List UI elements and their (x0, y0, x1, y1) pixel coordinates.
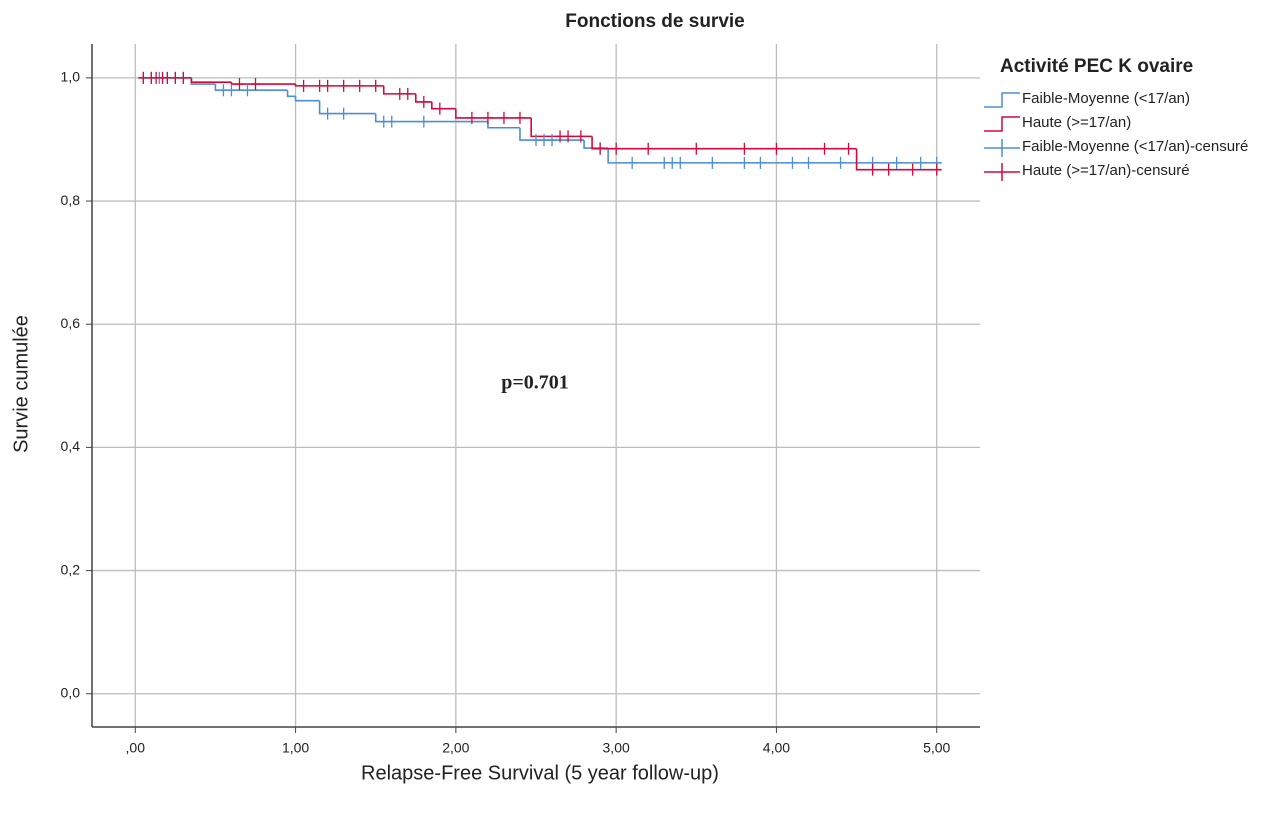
censor-mark (250, 78, 261, 91)
censor-mark (322, 107, 333, 120)
legend-label: Faible-Moyenne (<17/an) (1022, 90, 1191, 107)
censor-mark (803, 156, 814, 169)
censor-mark (883, 163, 894, 176)
survival-step (591, 136, 857, 150)
y-tick-label: 1,0 (61, 69, 81, 85)
censor-mark (707, 156, 718, 169)
censor-mark (643, 142, 654, 155)
censor-mark (739, 156, 750, 169)
censor-mark (547, 134, 558, 147)
survival-step (583, 140, 609, 149)
censor-mark (466, 111, 477, 124)
x-tick-label: 3,00 (603, 740, 630, 756)
legend-symbol (984, 92, 1020, 108)
survival-step (519, 127, 585, 141)
survival-step (318, 100, 376, 115)
censor-mark (226, 84, 237, 97)
legend-swatch (984, 163, 1020, 181)
censor-mark (931, 163, 942, 176)
censor-mark (234, 78, 245, 91)
censor-mark (627, 156, 638, 169)
censor-mark (242, 84, 253, 97)
censor-mark (322, 79, 333, 92)
survival-step (286, 90, 296, 98)
survival-step (190, 77, 232, 83)
censor-mark (611, 142, 622, 155)
censor-mark (575, 130, 586, 143)
x-tick-label: 4,00 (763, 740, 790, 756)
legend: Activité PEC K ovaire Faible-Moyenne (<1… (982, 56, 1272, 186)
y-axis-label: Survie cumulée (10, 315, 32, 453)
censor-mark (418, 115, 429, 128)
censor-mark (498, 111, 509, 124)
survival-step (294, 96, 320, 102)
y-tick-label: 0,8 (61, 192, 81, 208)
x-axis-label: Relapse-Free Survival (5 year follow-up) (361, 762, 719, 784)
censor-mark (819, 142, 830, 155)
legend-item: Faible-Moyenne (<17/an)-censuré (982, 138, 1272, 158)
censor-mark (755, 156, 766, 169)
legend-title: Activité PEC K ovaire (1000, 56, 1194, 77)
survival-step (374, 113, 488, 123)
censor-mark (482, 111, 493, 124)
survival-step (607, 148, 942, 164)
legend-item: Haute (>=17/an)-censuré (982, 162, 1272, 182)
legend-symbol (984, 163, 1020, 181)
censor-mark (386, 115, 397, 128)
survival-step (855, 148, 942, 171)
censor-mark (691, 142, 702, 155)
survival-step (190, 77, 216, 85)
y-tick-label: 0,6 (61, 315, 81, 331)
x-tick-label: ,00 (126, 740, 146, 756)
censor-mark (178, 71, 189, 84)
survival-step (431, 101, 456, 110)
legend-item: Faible-Moyenne (<17/an) (982, 90, 1272, 110)
chart-title: Fonctions de survie (565, 11, 744, 32)
legend-item: Haute (>=17/an) (982, 114, 1272, 134)
legend-symbol (984, 116, 1020, 132)
x-tick-label: 5,00 (923, 740, 950, 756)
censor-mark (675, 156, 686, 169)
y-tick-label: 0,0 (61, 684, 81, 700)
censor-mark (891, 156, 902, 169)
censor-mark (434, 102, 445, 115)
legend-label: Haute (>=17/an) (1022, 114, 1132, 131)
legend-swatch (984, 116, 1020, 132)
censor-mark (370, 79, 381, 92)
legend-label: Faible-Moyenne (<17/an)-censuré (1022, 138, 1249, 155)
censor-mark (787, 156, 798, 169)
survival-step (230, 82, 296, 85)
censor-mark (514, 111, 525, 124)
censor-mark (338, 79, 349, 92)
annotation: p=0.701 (501, 372, 569, 394)
censor-mark (595, 142, 606, 155)
y-tick-label: 0,2 (61, 561, 81, 577)
censor-mark (843, 142, 854, 155)
legend-symbol (984, 139, 1020, 157)
legend-label: Haute (>=17/an)-censuré (1022, 162, 1190, 179)
survival-step (214, 84, 288, 91)
x-tick-label: 1,00 (282, 740, 309, 756)
legend-swatch (984, 139, 1020, 157)
censor-mark (563, 130, 574, 143)
survival-step (294, 84, 384, 87)
censor-mark (418, 95, 429, 108)
y-tick-label: 0,4 (61, 438, 81, 454)
survival-step (530, 117, 593, 138)
censor-mark (338, 107, 349, 120)
censor-mark (402, 87, 413, 100)
censor-mark (835, 156, 846, 169)
censor-mark (867, 163, 878, 176)
legend-swatch (984, 92, 1020, 108)
x-tick-label: 2,00 (442, 740, 469, 756)
censor-mark (354, 79, 365, 92)
censor-mark (298, 79, 309, 92)
censor-mark (739, 142, 750, 155)
censor-mark (771, 142, 782, 155)
censor-mark (907, 163, 918, 176)
censor-mark (915, 156, 926, 169)
